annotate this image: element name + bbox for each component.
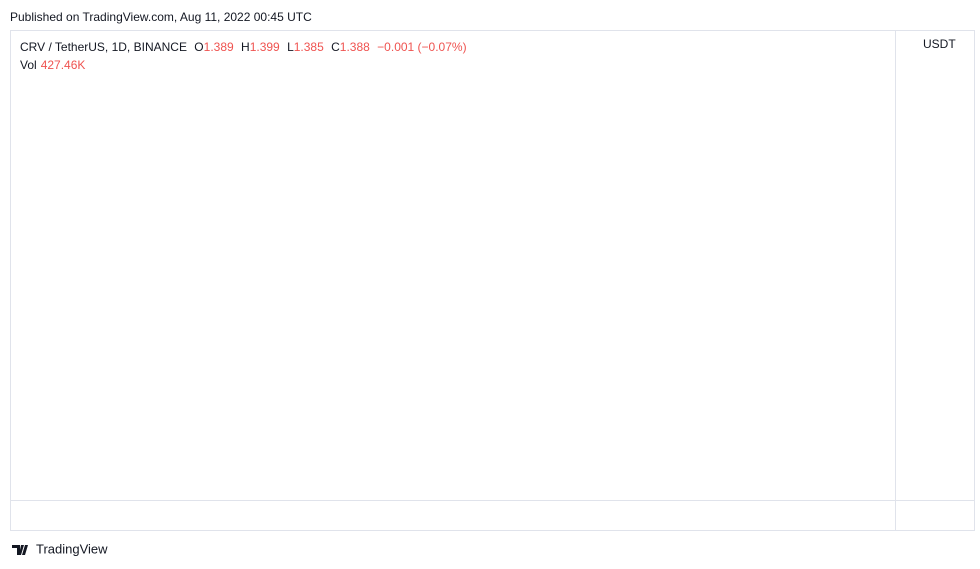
published-line: Published on TradingView.com, Aug 11, 20… [10,10,312,24]
legend-row: CRV / TetherUS, 1D, BINANCE O1.389 H1.39… [20,40,471,54]
o-label: O [194,40,204,54]
h-value: 1.399 [249,40,280,54]
c-label: C [331,40,340,54]
chart-frame [10,30,975,531]
vol-label: Vol [20,58,37,72]
l-label: L [287,40,294,54]
low: L1.385 [287,40,324,54]
logo-icon [12,545,28,555]
open: O1.389 [194,40,233,54]
footer-logo: TradingView [12,541,108,556]
l-value: 1.385 [293,40,324,54]
c-value: 1.388 [339,40,370,54]
change: −0.001 (−0.07%) [377,40,467,54]
vol-value: 427.46K [40,58,86,72]
currency-label: USDT [923,37,956,51]
close: C1.388 [331,40,370,54]
high: H1.399 [241,40,280,54]
brand: TradingView [36,541,108,556]
h-label: H [241,40,250,54]
symbol: CRV / TetherUS, 1D, BINANCE [20,40,187,54]
o-value: 1.389 [203,40,234,54]
volume-legend: Vol 427.46K [20,58,89,72]
